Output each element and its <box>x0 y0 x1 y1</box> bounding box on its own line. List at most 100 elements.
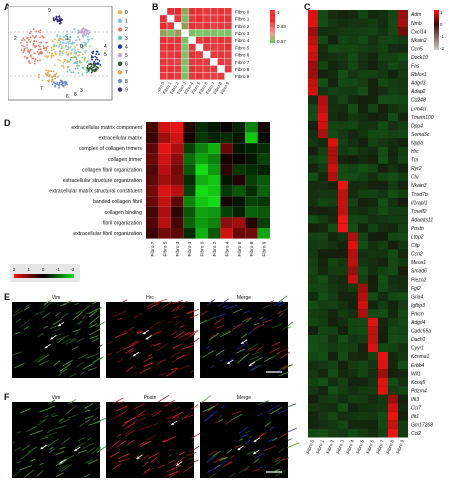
heatmap-cell <box>160 65 167 73</box>
heatmap-cell <box>183 143 196 154</box>
tissue-fiber <box>36 470 44 477</box>
tissue-fiber <box>78 353 89 359</box>
tsne-point <box>26 41 28 44</box>
column-label: Fibro 9 <box>219 80 230 94</box>
heatmap-cell <box>245 132 258 144</box>
tsne-point <box>29 41 32 43</box>
gene-label: Fgl2 <box>411 286 421 292</box>
heatmap-cell <box>183 122 196 133</box>
heatmap-cell <box>398 369 408 378</box>
tsne-cluster-label: 2 <box>14 36 17 42</box>
tsne-point <box>95 65 98 68</box>
tissue-fiber <box>61 313 69 319</box>
colorbar-segment <box>21 274 24 278</box>
heatmap-cell <box>308 292 318 301</box>
heatmap-cell <box>378 112 388 122</box>
tissue-fiber <box>170 367 178 371</box>
tissue-fiber <box>238 465 251 474</box>
heatmap-cell <box>368 155 378 164</box>
heatmap-cell <box>358 27 368 36</box>
tsne-point <box>88 38 91 41</box>
heatmap-cell <box>318 240 328 250</box>
tissue-fiber <box>242 310 250 314</box>
colorbar-segment <box>270 21 275 23</box>
tissue-fiber <box>72 328 81 333</box>
heatmap-cell <box>388 155 398 164</box>
heatmap-cell <box>328 206 338 216</box>
heatmap-cell <box>348 181 358 190</box>
heatmap-cell <box>398 155 408 164</box>
tissue-fiber <box>80 371 85 375</box>
tsne-point <box>70 53 72 55</box>
heatmap-cell <box>174 51 182 58</box>
tissue-fiber <box>254 453 265 459</box>
heatmap-cell <box>308 317 318 327</box>
tissue-fiber <box>40 436 49 440</box>
tissue-fiber <box>84 409 91 412</box>
tissue-fiber <box>281 457 289 461</box>
tsne-point <box>70 56 72 59</box>
tissue-fiber <box>274 470 287 477</box>
tissue-fiber <box>207 466 217 473</box>
heatmap-cell <box>338 104 348 113</box>
heatmap-cell <box>183 175 196 186</box>
tissue-fiber <box>19 465 32 471</box>
heatmap-cell <box>338 420 348 429</box>
heatmap-cell <box>368 275 378 284</box>
tsne-point <box>75 52 77 54</box>
heatmap-cell <box>348 52 358 62</box>
heatmap-cell <box>224 36 232 44</box>
tissue-fiber <box>230 455 235 459</box>
gene-label: Nkain2 <box>411 38 427 44</box>
tsne-point <box>28 32 31 35</box>
heatmap-cell <box>338 78 348 87</box>
colorbar-segment <box>434 15 439 17</box>
go-term-label: extracellular matrix structural constitu… <box>49 189 142 195</box>
colorbar-segment <box>434 28 439 30</box>
heatmap-cell <box>368 420 378 429</box>
tissue-fiber <box>241 433 249 438</box>
heatmap-cell <box>338 292 348 301</box>
tsne-point <box>79 43 82 46</box>
colorbar-segment <box>45 274 48 278</box>
gene-label: Ltbp2 <box>411 235 424 241</box>
tsne-point <box>95 53 98 55</box>
tissue-fiber <box>277 310 282 315</box>
tissue-fiber <box>172 343 183 349</box>
microscopy-image-merge <box>200 395 300 479</box>
legend-label: 9 <box>125 87 128 93</box>
colorbar-segment <box>47 274 49 278</box>
legend-swatch <box>117 27 123 32</box>
tissue-fiber <box>269 347 280 354</box>
panel-e-letter: E <box>4 292 11 302</box>
heatmap-cell <box>328 257 338 267</box>
tissue-fiber <box>277 409 287 415</box>
heatmap-cell <box>348 223 358 233</box>
go-term-label: banded collagen fibril <box>93 199 142 205</box>
tsne-point <box>52 70 55 73</box>
heatmap-cell <box>368 266 378 276</box>
heatmap-cell <box>338 18 348 28</box>
tissue-fiber <box>168 459 175 464</box>
tissue-fiber <box>78 449 87 454</box>
tissue-fiber <box>262 319 273 324</box>
tissue-fiber <box>111 439 121 448</box>
heatmap-cell <box>328 386 338 395</box>
heatmap-cell <box>388 206 398 216</box>
tissue-fiber <box>213 318 224 325</box>
tissue-fiber <box>133 403 145 410</box>
tissue-fiber <box>23 326 29 330</box>
tsne-point <box>21 39 24 41</box>
colorbar-segment <box>270 22 275 24</box>
colorbar-segment <box>434 29 439 31</box>
heatmap-cell <box>308 61 318 70</box>
heatmap-cell <box>388 257 398 267</box>
heatmap-cell <box>183 228 196 239</box>
heatmap-cell <box>245 228 258 239</box>
tissue-fiber <box>178 451 186 456</box>
tsne-point <box>58 43 61 46</box>
heatmap-cell <box>146 217 159 228</box>
heatmap-cell <box>220 153 233 165</box>
tsne-point <box>41 52 44 54</box>
heatmap-cell <box>398 292 408 301</box>
